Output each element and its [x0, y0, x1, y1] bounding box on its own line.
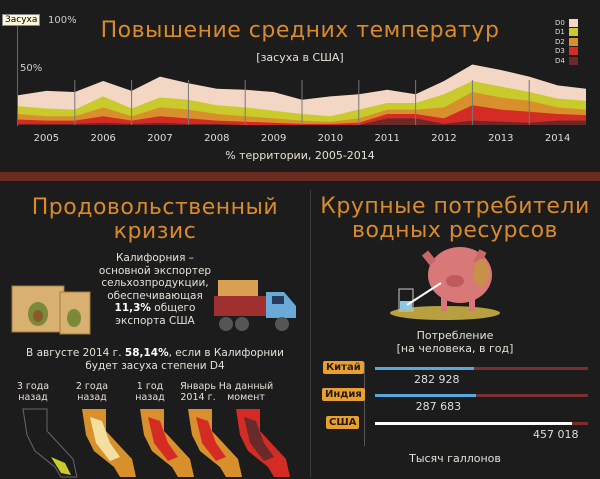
consumption-title: Потребление — [416, 329, 494, 342]
title-line-2: водных ресурсов — [351, 218, 558, 243]
legend-item: D2 — [555, 37, 578, 47]
map-label-line: 2014 г. — [180, 392, 216, 403]
title-line-2: кризис — [113, 219, 197, 244]
california-map — [140, 409, 194, 477]
area-series-D4 — [18, 118, 586, 125]
x-tick-label: 2008 — [204, 133, 229, 144]
sentence-line: В августе 2014 г. 58,14%, если в Калифор… — [2, 347, 308, 360]
water-consumers-title: Крупные потребители водных ресурсов — [310, 195, 600, 243]
truck-illustration — [214, 280, 296, 331]
para-line: экспорта США — [115, 314, 195, 327]
map-label-line: 2 года — [75, 381, 109, 392]
legend-item: D0 — [555, 18, 578, 28]
map-label-line: момент — [227, 392, 265, 403]
legend-swatch — [569, 18, 578, 27]
title-line-1: Крупные потребители — [320, 194, 590, 219]
area-series-D3 — [18, 105, 586, 125]
sentence-text: , если в Калифорнии — [168, 347, 284, 359]
food-crisis-title: Продовольственный кризис — [0, 196, 310, 244]
california-map — [236, 409, 290, 477]
para-line: обеспечивающая — [107, 289, 203, 302]
map-label: 3 года назад — [1, 381, 65, 403]
california-map — [188, 409, 242, 477]
consumption-subtitle: [на человека, в год] — [396, 341, 514, 355]
bar-value-label: 457 018 — [533, 428, 579, 441]
x-tick-label: 2007 — [147, 133, 172, 144]
column-divider — [310, 190, 311, 477]
map-label-line: Январь — [180, 381, 216, 392]
legend-label: D3 — [555, 47, 565, 56]
para-text: общего — [150, 302, 196, 314]
section-separator — [0, 172, 600, 181]
legend-label: D0 — [555, 18, 565, 27]
map-label-line: 3 года — [16, 381, 50, 392]
consumption-label: Потребление [на человека, в год] — [360, 329, 550, 355]
bar-track — [375, 394, 588, 397]
map-label-line: 1 год — [136, 381, 164, 392]
bar-track — [375, 367, 588, 370]
para-line: 11,3% общего — [85, 302, 225, 315]
para-line: основной экспортер — [98, 264, 212, 277]
legend-item: D4 — [555, 56, 578, 66]
map-label: На данный момент — [214, 381, 278, 403]
bar — [375, 422, 572, 425]
x-tick-label: 2009 — [261, 133, 286, 144]
d4-share: 58,14% — [124, 347, 169, 359]
california-export-text: Калифорния – основной экспортер сельхозп… — [85, 252, 225, 327]
x-tick-label: 2012 — [431, 133, 456, 144]
legend-swatch — [569, 37, 578, 46]
legend-swatch — [569, 47, 578, 56]
map-label: 1 год назад — [118, 381, 182, 403]
sentence-text: В августе 2014 г. — [26, 347, 125, 359]
d4-scenario-text: В августе 2014 г. 58,14%, если в Калифор… — [2, 347, 308, 372]
y-axis-line — [17, 15, 18, 126]
x-tick-label: 2011 — [374, 133, 399, 144]
bar-value-label: 287 683 — [415, 400, 462, 413]
x-tick-label: 2010 — [318, 133, 343, 144]
legend-item: D3 — [555, 47, 578, 57]
chart-legend: D0 D1 D2 D3 D4 — [555, 18, 578, 66]
drought-area-chart: 2005 2006 2007 2008 2009 2010 2011 2012 2013 2014 — [18, 64, 586, 144]
bar-value-label: 282 928 — [413, 373, 460, 386]
map-label: Январь 2014 г. — [166, 381, 230, 403]
chart-title: Повышение средних температур — [100, 18, 500, 43]
legend-label: D1 — [555, 28, 565, 37]
export-share: 11,3% — [114, 302, 151, 314]
country-label: США — [326, 416, 360, 429]
x-tick-label: 2013 — [488, 133, 513, 144]
california-map — [22, 408, 78, 478]
map-label-line: назад — [18, 392, 48, 403]
map-label-line: назад — [135, 392, 165, 403]
y-tick-50: 50% — [20, 63, 43, 74]
map-label-line: назад — [77, 392, 107, 403]
map-label-line: На данный — [218, 381, 274, 392]
x-tick-label: 2014 — [545, 133, 570, 144]
bar — [375, 394, 476, 397]
legend-label: D4 — [555, 56, 565, 65]
unit-label: Тысяч галлонов — [409, 452, 501, 465]
california-map — [82, 409, 136, 477]
legend-swatch — [569, 28, 578, 37]
legend-swatch — [569, 56, 578, 65]
pig-illustration — [390, 247, 500, 320]
map-label: 2 года назад — [60, 381, 124, 403]
para-line: Калифорния – — [115, 252, 195, 264]
bar-axis-line — [364, 362, 365, 446]
avocado-crates-illustration — [11, 285, 91, 335]
title-line-1: Продовольственный — [31, 195, 279, 220]
legend-item: D1 — [555, 28, 578, 38]
country-label: Китай — [323, 361, 364, 374]
x-tick-label: 2005 — [34, 133, 59, 144]
chart-caption: % территории, 2005-2014 — [225, 149, 375, 162]
tooltip: Засуха — [2, 14, 41, 26]
sentence-line: будет засуха степени D4 — [85, 359, 225, 372]
legend-label: D2 — [555, 37, 565, 46]
bar — [375, 367, 474, 370]
country-label: Индия — [322, 388, 365, 401]
para-line: сельхозпродукции, — [101, 277, 209, 289]
drought-chart-section: 100% 50% Повышение средних температур [з… — [0, 0, 600, 170]
chart-subtitle: [засуха в США] — [256, 51, 344, 64]
x-tick-label: 2006 — [90, 133, 115, 144]
y-tick-100: 100% — [48, 15, 77, 26]
